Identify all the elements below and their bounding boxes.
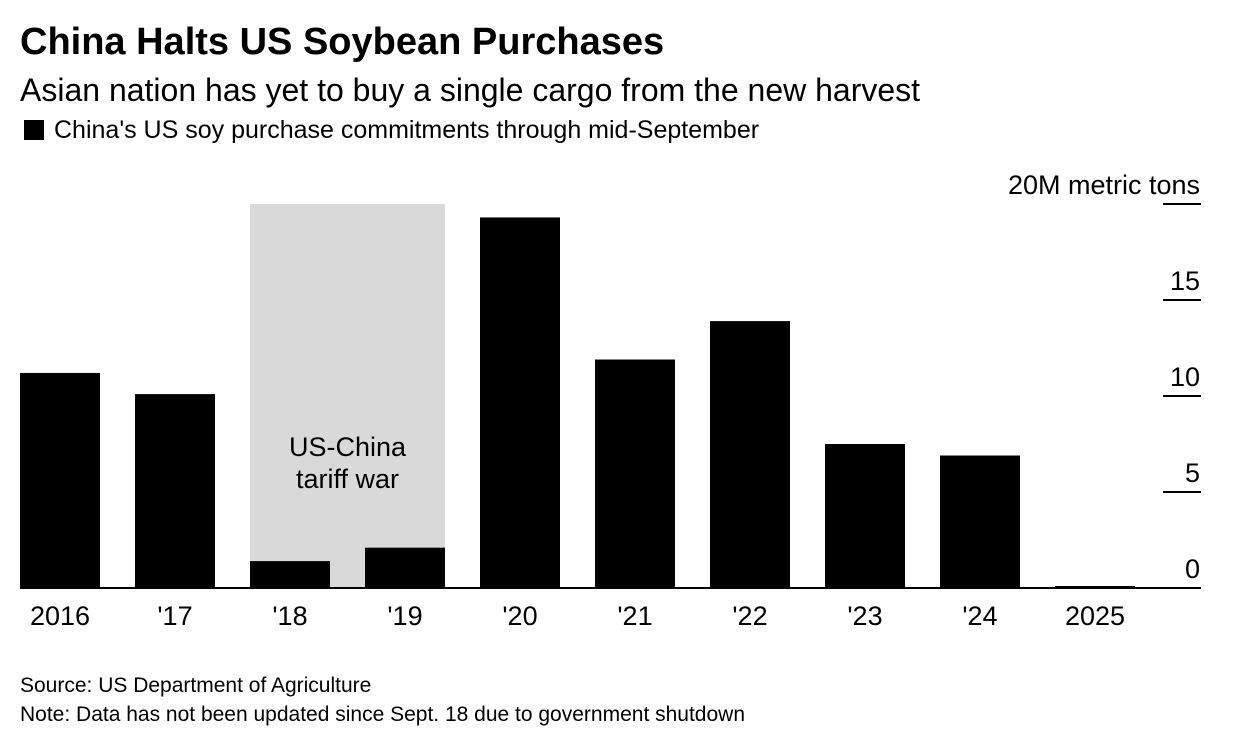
bar: [365, 547, 445, 588]
annotation-label-line: US-China: [289, 432, 407, 462]
x-tick-label: 2025: [1065, 601, 1125, 631]
bar: [20, 372, 100, 588]
bar: [135, 394, 215, 588]
legend-swatch: [24, 120, 44, 140]
y-tick-label: 15: [1170, 266, 1200, 296]
x-tick-label: '21: [617, 601, 652, 631]
chart-subtitle: Asian nation has yet to buy a single car…: [20, 72, 921, 108]
annotation-band: [250, 204, 445, 588]
bar: [710, 321, 790, 588]
x-tick-label: '18: [272, 601, 307, 631]
x-tick-label: '20: [502, 601, 537, 631]
source-note: Source: US Department of Agriculture: [20, 674, 372, 697]
annotation-label: US-China tariff war: [289, 432, 407, 494]
y-tick-label: 0: [1185, 554, 1200, 584]
bar: [825, 444, 905, 588]
bar: [480, 217, 560, 588]
y-tick-label: 20M metric tons: [1008, 170, 1200, 200]
chart-title: China Halts US Soybean Purchases: [20, 21, 665, 63]
axis-layer: [20, 203, 1201, 589]
bar: [940, 455, 1020, 588]
legend-label: China's US soy purchase commitments thro…: [54, 116, 760, 144]
bar: [250, 561, 330, 588]
label-layer: US-China tariff war 2016 '17 '18 '19 '20 '21 '22…: [30, 170, 1200, 631]
x-tick-label: '23: [847, 601, 882, 631]
annotation-label-line: tariff war: [296, 464, 399, 494]
y-tick-label: 5: [1185, 458, 1200, 488]
footnote: Note: Data has not been updated since Se…: [20, 703, 746, 726]
bar-layer: [20, 217, 1135, 588]
annotation-band-layer: [250, 204, 445, 588]
bar: [595, 359, 675, 588]
x-tick-label: '24: [962, 601, 997, 631]
x-tick-label: '17: [157, 601, 192, 631]
y-tick-label: 10: [1170, 362, 1200, 392]
x-tick-label: '22: [732, 601, 767, 631]
x-tick-label: '19: [387, 601, 422, 631]
x-tick-label: 2016: [30, 601, 90, 631]
bar-chart: US-China tariff war 2016 '17 '18 '19 '20 '21 '22…: [20, 170, 1201, 631]
legend: China's US soy purchase commitments thro…: [24, 115, 759, 145]
